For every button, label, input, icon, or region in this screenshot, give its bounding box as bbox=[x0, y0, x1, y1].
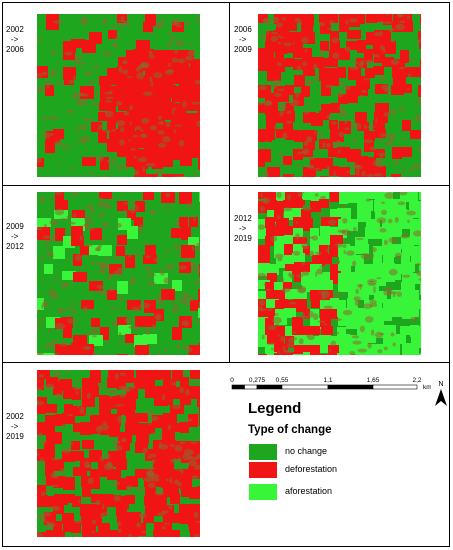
divider-vertical bbox=[229, 2, 230, 362]
north-arrow-icon: N bbox=[435, 381, 447, 406]
scale-tick-5: 2,2 bbox=[412, 377, 421, 384]
change-map-2002-2006 bbox=[37, 14, 200, 177]
legend-label-deforestation: deforestation bbox=[285, 464, 338, 474]
north-label: N bbox=[438, 381, 443, 388]
legend-label-no-change: no change bbox=[285, 446, 328, 456]
scale-tick-0: 0 bbox=[230, 377, 234, 384]
panel-label-2009-2012: 2009 -> 2012 bbox=[6, 222, 24, 251]
change-map-2002-2019 bbox=[37, 370, 200, 537]
scale-bar-segments bbox=[231, 384, 418, 390]
change-map-2006-2009 bbox=[258, 14, 421, 177]
scale-tick-2: 0,55 bbox=[276, 377, 289, 384]
panel-label-2012-2019: 2012 -> 2019 bbox=[234, 214, 252, 243]
change-map-2009-2012 bbox=[37, 192, 200, 355]
scale-tick-labels: 0 0,275 0,55 1,1 1,65 2,2 bbox=[230, 377, 422, 384]
legend-subtitle: Type of change bbox=[248, 424, 332, 436]
change-map-2012-2019 bbox=[258, 192, 421, 355]
figure-frame bbox=[2, 2, 450, 547]
panel-label-2002-2019: 2002 -> 2019 bbox=[6, 412, 24, 441]
divider-row-2 bbox=[2, 362, 450, 363]
legend-swatch-aforestation bbox=[249, 484, 277, 500]
scale-tick-3: 1,1 bbox=[323, 377, 332, 384]
legend-swatch-deforestation bbox=[249, 462, 277, 478]
scale-tick-4: 1,65 bbox=[367, 377, 380, 384]
panel-label-2006-2009: 2006 -> 2009 bbox=[234, 25, 252, 54]
scale-tick-1: 0,275 bbox=[249, 377, 266, 384]
legend-swatch-no-change bbox=[249, 444, 277, 460]
scale-bar: 0 0,275 0,55 1,1 1,65 2,2 km bbox=[230, 377, 431, 391]
legend-label-aforestation: aforestation bbox=[285, 486, 333, 496]
panel-label-2002-2006: 2002 -> 2006 bbox=[6, 25, 24, 54]
legend-title: Legend bbox=[248, 400, 302, 417]
scale-unit: km bbox=[423, 384, 431, 391]
divider-row-1 bbox=[2, 185, 450, 186]
